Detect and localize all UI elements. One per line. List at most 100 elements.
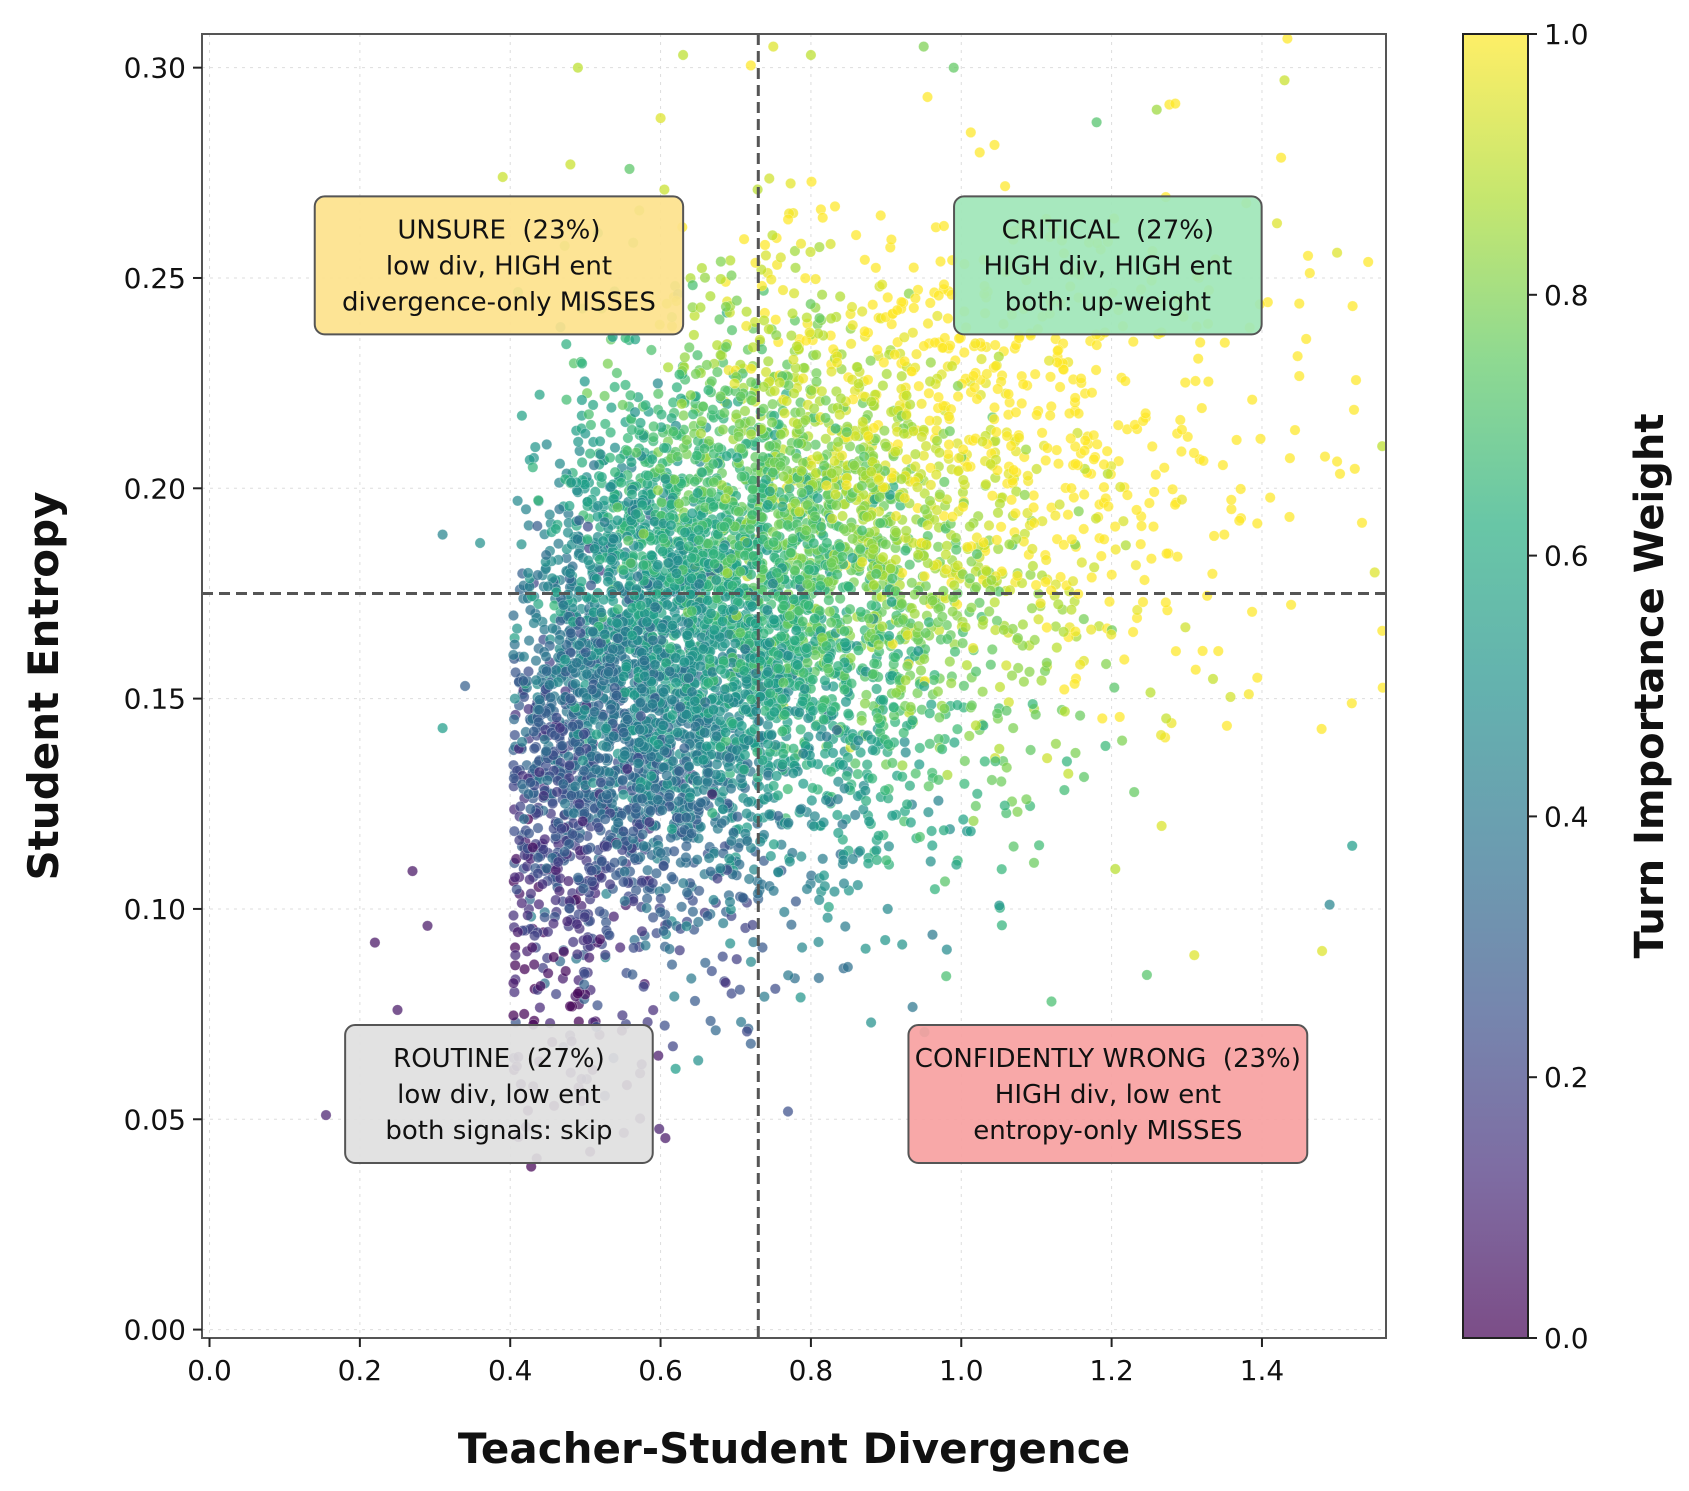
data-point <box>936 743 948 755</box>
data-point <box>859 697 871 709</box>
data-point <box>1207 673 1219 685</box>
data-point <box>1086 571 1098 583</box>
data-point <box>1103 596 1116 608</box>
data-point <box>685 972 697 985</box>
data-point <box>791 340 803 352</box>
data-point <box>617 789 629 801</box>
data-point <box>576 394 588 406</box>
data-point <box>1319 451 1331 463</box>
data-point <box>853 378 865 390</box>
data-point <box>702 910 714 922</box>
data-point <box>560 965 572 977</box>
data-point <box>1035 675 1048 687</box>
data-point <box>974 146 986 158</box>
data-point <box>1145 553 1157 565</box>
data-point <box>547 797 559 810</box>
data-point <box>538 790 550 802</box>
data-point <box>810 273 822 285</box>
data-point <box>717 424 729 436</box>
data-point <box>989 596 1001 608</box>
data-point <box>1316 723 1328 735</box>
data-point <box>1061 755 1073 767</box>
data-point <box>993 743 1005 755</box>
data-point <box>867 668 879 680</box>
data-point <box>638 981 650 993</box>
data-point <box>1292 350 1304 362</box>
data-point <box>951 723 963 735</box>
data-point <box>769 983 781 995</box>
data-point <box>1137 596 1149 608</box>
data-point <box>744 523 756 535</box>
data-point <box>596 471 608 483</box>
data-point <box>785 330 797 342</box>
data-point <box>1069 440 1081 453</box>
data-point <box>825 312 837 324</box>
data-point <box>594 905 606 917</box>
data-point <box>965 825 977 837</box>
data-point <box>1007 722 1019 734</box>
data-point <box>1036 427 1048 439</box>
data-point <box>758 991 770 1003</box>
data-point <box>938 278 950 291</box>
data-point <box>821 731 833 743</box>
data-point <box>826 513 838 525</box>
data-point <box>514 800 526 813</box>
data-point <box>901 629 914 641</box>
data-point <box>1026 543 1038 555</box>
data-point <box>666 871 678 883</box>
data-point <box>879 934 891 946</box>
data-point <box>1098 481 1110 493</box>
data-point <box>745 59 757 71</box>
data-point <box>652 377 664 389</box>
data-point <box>1128 786 1140 798</box>
data-point <box>785 177 797 189</box>
data-point <box>1169 98 1181 110</box>
data-point <box>603 929 615 941</box>
data-point <box>609 466 621 478</box>
data-point <box>734 627 746 639</box>
data-point <box>967 642 979 654</box>
data-point <box>904 399 916 411</box>
data-point <box>1174 414 1186 426</box>
data-point <box>924 297 936 309</box>
data-point <box>1348 404 1360 416</box>
data-point <box>826 467 838 479</box>
data-point <box>856 556 868 568</box>
data-point <box>704 653 716 665</box>
data-point <box>795 238 807 250</box>
data-point <box>967 370 979 382</box>
data-point <box>1246 394 1258 406</box>
data-point <box>957 474 969 486</box>
data-point <box>1075 373 1087 385</box>
data-point <box>862 374 874 386</box>
data-point <box>957 443 969 456</box>
data-point <box>925 855 937 867</box>
data-point <box>977 686 989 698</box>
data-point <box>993 351 1005 363</box>
data-point <box>1012 632 1024 644</box>
data-point <box>599 418 611 430</box>
data-point <box>509 638 521 650</box>
data-point <box>965 602 977 614</box>
data-point <box>1079 434 1091 446</box>
data-point <box>1114 711 1126 723</box>
data-point <box>849 757 861 769</box>
data-point <box>621 713 634 726</box>
data-point <box>746 919 759 931</box>
data-point <box>1108 682 1120 694</box>
data-point <box>516 736 528 748</box>
data-point <box>715 256 727 268</box>
data-point <box>1045 400 1057 412</box>
data-point <box>558 946 570 958</box>
data-point <box>775 428 787 441</box>
data-point <box>550 988 562 1000</box>
data-point <box>1044 371 1057 383</box>
data-point <box>1016 397 1028 409</box>
data-point <box>802 499 814 511</box>
data-point <box>856 305 868 318</box>
data-point <box>612 603 624 615</box>
data-point <box>820 394 832 406</box>
data-point <box>1074 658 1086 671</box>
data-point <box>1051 642 1063 654</box>
